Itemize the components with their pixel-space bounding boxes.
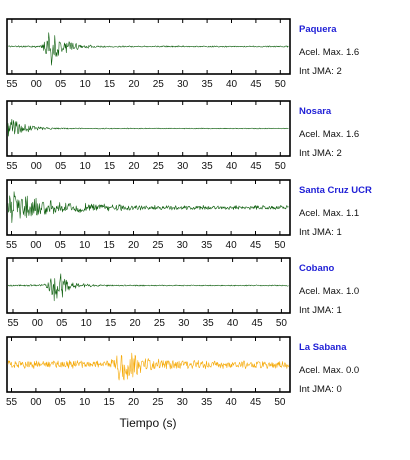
max-accel-label: Acel. Max. 1.0 [299,286,359,297]
x-tick-label: 15 [105,318,117,329]
x-tick-label: 15 [104,161,116,172]
x-tick-label: 45 [250,397,262,408]
panel-paquera: 55 00 05 10 15 20 25 30 35 40 45 50 Paquera Acel. Max… [6,18,359,90]
x-tick-label: 00 [30,397,42,408]
x-tick-label: 05 [55,240,67,251]
x-tick-label: 35 [202,161,214,172]
x-tick-label: 30 [178,318,190,329]
x-axis-ticks: 55 00 05 10 15 20 25 30 35 40 45 50 [6,180,286,251]
panel-frame [6,336,291,393]
x-tick-label: 55 [6,397,18,408]
station-name: Paquera [299,24,337,35]
x-tick-label: 40 [226,397,238,408]
x-tick-label: 45 [250,79,262,90]
waveform-trace [7,191,289,223]
jma-intensity-label: Int JMA: 2 [299,148,342,159]
x-tick-label: 45 [251,318,263,329]
max-accel-label: Acel. Max. 1.6 [299,129,359,140]
x-tick-label: 10 [79,397,91,408]
x-axis-ticks: 55 00 05 10 15 20 25 30 35 40 45 50 [6,337,286,408]
x-tick-label: 30 [177,240,189,251]
waveform-trace [7,32,289,66]
x-tick-label: 15 [104,397,116,408]
x-tick-label: 20 [128,397,140,408]
x-tick-label: 35 [203,318,215,329]
station-name: Cobano [299,263,335,274]
max-accel-label: Acel. Max. 1.6 [299,47,359,58]
panel-santa-cruz-ucr: 55 00 05 10 15 20 25 30 35 40 45 50 Santa Cruz UCR Ac… [6,179,372,251]
x-tick-label: 00 [31,79,43,90]
x-tick-label: 10 [80,79,92,90]
jma-intensity-label: Int JMA: 2 [299,66,342,77]
x-tick-label: 40 [226,79,238,90]
panel-frame [6,179,291,236]
x-tick-label: 20 [129,318,141,329]
x-tick-label: 50 [274,240,286,251]
x-tick-label: 30 [177,161,189,172]
x-tick-label: 05 [55,161,67,172]
station-name: Santa Cruz UCR [299,185,372,196]
x-tick-label: 05 [56,318,68,329]
x-tick-label: 00 [30,240,42,251]
x-tick-label: 10 [80,161,92,172]
x-tick-label: 30 [177,397,189,408]
x-tick-label: 15 [104,240,116,251]
x-tick-label: 50 [276,318,288,329]
x-tick-label: 05 [55,397,67,408]
max-accel-label: Acel. Max. 1.1 [299,208,359,219]
x-axis-ticks: 55 00 05 10 15 20 25 30 35 40 45 50 [6,19,286,90]
x-tick-label: 40 [227,318,239,329]
waveform-trace [7,352,289,381]
x-tick-label: 15 [104,79,116,90]
x-tick-label: 45 [250,161,262,172]
x-tick-label: 35 [202,79,214,90]
jma-intensity-label: Int JMA: 0 [299,384,342,395]
x-tick-label: 25 [154,318,166,329]
waveform-trace [7,273,289,302]
x-tick-label: 20 [128,240,140,251]
jma-intensity-label: Int JMA: 1 [299,227,342,238]
x-tick-label: 35 [201,240,213,251]
panel-la-sabana: 55 00 05 10 15 20 25 30 35 40 45 50 La Sabana Acel. M… [6,336,359,408]
max-accel-label: Acel. Max. 0.0 [299,365,359,376]
x-tick-label: 50 [275,79,287,90]
station-name: Nosara [299,106,332,117]
x-tick-label: 40 [226,161,238,172]
x-tick-label: 50 [274,397,286,408]
x-tick-label: 30 [177,79,189,90]
x-tick-label: 10 [79,240,91,251]
x-tick-label: 20 [128,161,140,172]
x-tick-label: 20 [128,79,140,90]
x-tick-label: 50 [275,161,287,172]
x-axis-title: Tiempo (s) [120,416,177,430]
station-name: La Sabana [299,342,347,353]
x-tick-label: 25 [153,79,165,90]
x-tick-label: 25 [152,397,164,408]
panel-cobano: 55 00 05 10 15 20 25 30 35 40 45 50 Cobano Acel. Max.… [6,257,359,329]
x-tick-label: 00 [31,161,43,172]
x-tick-label: 55 [6,161,18,172]
waveform-trace [7,118,289,137]
x-tick-label: 25 [152,240,164,251]
panel-nosara: 55 00 05 10 15 20 25 30 35 40 45 50 Nosara Acel. Max.… [6,100,359,172]
x-axis-ticks: 55 00 05 10 15 20 25 30 35 40 45 50 [6,101,286,172]
x-tick-label: 05 [55,79,67,90]
x-tick-label: 55 [7,318,19,329]
panel-frame [6,100,291,157]
x-tick-label: 10 [81,318,93,329]
panel-frame [6,257,291,314]
x-tick-label: 55 [6,79,18,90]
x-tick-label: 45 [250,240,262,251]
x-tick-label: 35 [201,397,213,408]
x-tick-label: 25 [153,161,165,172]
x-tick-label: 40 [226,240,238,251]
x-axis-ticks: 55 00 05 10 15 20 25 30 35 40 45 50 [7,258,287,329]
x-tick-label: 00 [32,318,44,329]
jma-intensity-label: Int JMA: 1 [299,305,342,316]
panel-frame [6,18,291,75]
x-tick-label: 55 [6,240,18,251]
